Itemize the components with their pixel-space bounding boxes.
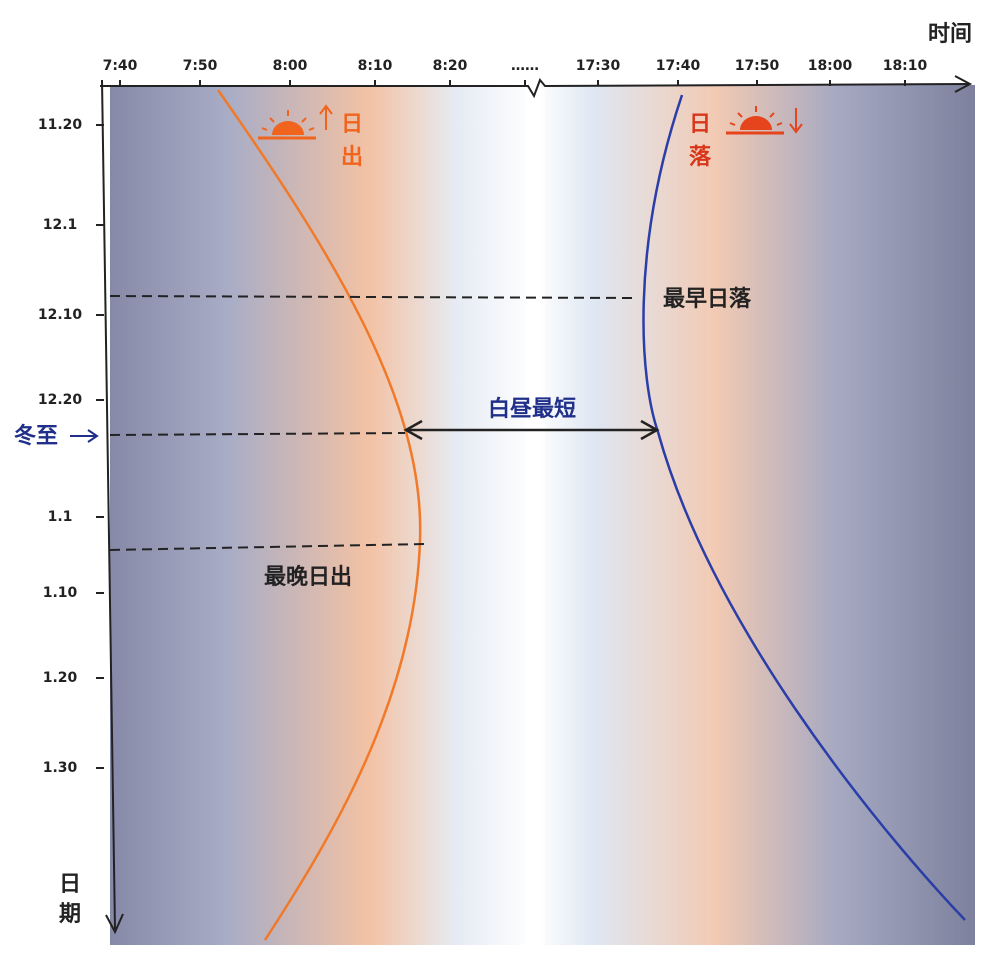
x-axis-arrow: [954, 75, 973, 93]
y-axis-title: 日: [59, 872, 81, 897]
y-axis-title: 期: [59, 902, 81, 927]
y-tick-label: 12.10: [38, 307, 83, 323]
sunset-label: 落: [689, 145, 712, 170]
x-tick-label: 18:00: [808, 58, 853, 74]
sunrise-label: 日: [341, 112, 363, 137]
x-axis: [100, 78, 969, 99]
x-axis-title: 时间: [928, 22, 972, 47]
x-tick-label: 8:20: [433, 58, 468, 74]
y-ticks: 11.20 12.1 12.10 12.20 1.1 1.10 1.20 1.30: [38, 117, 104, 776]
sunset-label: 日: [689, 112, 711, 137]
y-tick-label: 12.20: [38, 392, 83, 408]
earliest-sunset-label: 最早日落: [663, 287, 752, 312]
arrow-heads: [403, 419, 660, 441]
y-tick-label: 11.20: [38, 117, 83, 133]
x-tick-label: 17:50: [735, 58, 780, 74]
x-tick-label: 17:30: [576, 58, 621, 74]
x-ticks: 7:40 7:50 8:00 8:10 8:20 …… 17:30 17:40 17:50 18:…: [103, 58, 928, 86]
solstice-arrow: [70, 429, 99, 443]
y-tick-label: 1.10: [43, 585, 78, 601]
x-tick-label: ……: [511, 58, 539, 74]
x-tick-label: 18:10: [883, 58, 928, 74]
sunrise-label: 出: [341, 145, 363, 170]
y-axis: [101, 79, 116, 931]
sunset-curve: [642, 94, 966, 921]
y-axis-arrow: [105, 913, 124, 935]
dashed-line: [109, 432, 406, 436]
break-stripe: [525, 90, 545, 945]
dashed-line: [109, 295, 636, 299]
x-tick-label: 8:00: [273, 58, 308, 74]
sunset-icon: [726, 106, 803, 135]
sunrise-icon: [258, 104, 333, 140]
y-tick-label: 12.1: [43, 217, 78, 233]
dashed-line: [109, 543, 426, 551]
x-tick-label: 8:10: [358, 58, 393, 74]
x-tick-label: 17:40: [656, 58, 701, 74]
latest-sunrise-label: 最晚日出: [264, 565, 352, 590]
y-tick-label: 1.30: [43, 760, 78, 776]
sunrise-curve: [216, 89, 422, 941]
solstice-label: 冬至: [14, 423, 58, 449]
y-tick-label: 1.20: [43, 670, 78, 686]
x-tick-label: 7:40: [103, 58, 138, 74]
x-tick-label: 7:50: [183, 58, 218, 74]
shortest-day-label: 白昼最短: [488, 396, 576, 422]
y-tick-label: 1.1: [48, 509, 73, 525]
